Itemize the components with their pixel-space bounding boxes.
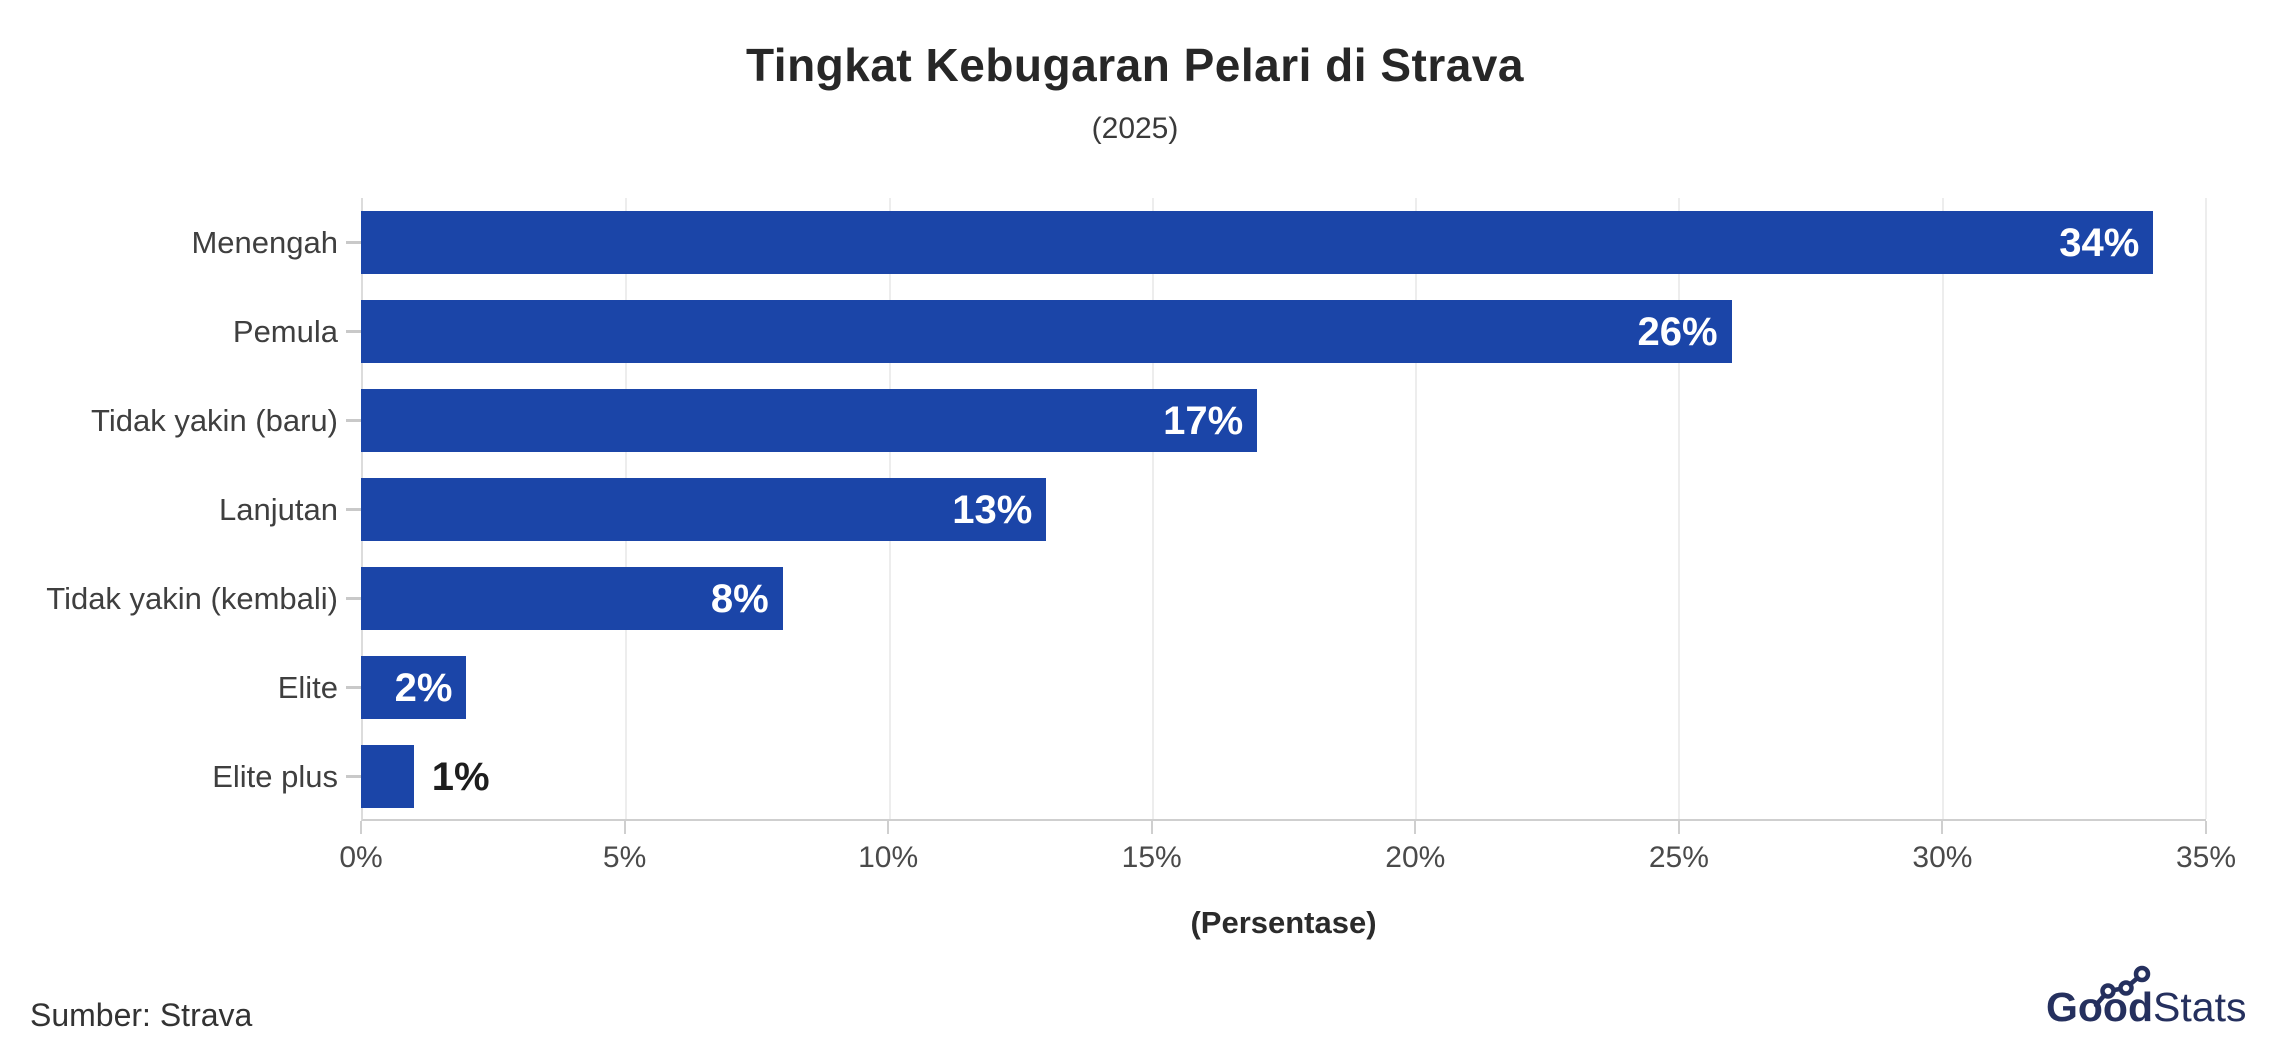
value-label-inside: 26% — [1637, 309, 1718, 354]
chart-subtitle: (2025) — [1091, 112, 1179, 145]
x-tick-label: 25% — [1648, 841, 1709, 874]
bar-track: 1% — [361, 732, 2206, 821]
y-tick-mark — [346, 419, 361, 422]
category-label: Elite plus — [212, 758, 338, 794]
x-tick-label: 35% — [2175, 841, 2237, 874]
bar: 17% — [361, 389, 1258, 452]
x-tick-label: 30% — [1912, 841, 1973, 874]
brand-bold-text: Good — [2046, 984, 2153, 1030]
category-label: Tidak yakin (kembali) — [46, 580, 338, 616]
x-tick-label: 10% — [858, 841, 919, 874]
gridline — [1678, 198, 1681, 819]
bar-track: 13% — [361, 465, 2206, 554]
bar-row: Menengah 34% — [0, 198, 2206, 287]
goodstats-logo: GoodStats — [2044, 961, 2250, 1038]
category-label: Pemula — [232, 313, 338, 349]
bar: 13% — [361, 478, 1047, 541]
bar-row: Elite 2% — [0, 643, 2206, 732]
bar-track: 34% — [361, 198, 2206, 287]
source-note: Sumber: Strava — [30, 997, 253, 1033]
goodstats-logo-svg: GoodStats — [2046, 965, 2246, 1030]
bar-track: 17% — [361, 376, 2206, 465]
bar-track: 2% — [361, 643, 2206, 732]
x-tick-mark — [1150, 821, 1153, 834]
bar-row: Pemula 26% — [0, 287, 2206, 376]
category-label: Elite — [277, 669, 338, 705]
x-tick-mark — [1941, 821, 1944, 834]
x-tick-label: 15% — [1121, 841, 1182, 874]
bar-track: 8% — [361, 554, 2206, 643]
value-label-inside: 2% — [394, 665, 453, 710]
gridline — [1941, 198, 1944, 819]
x-axis-label: (Persentase) — [1190, 905, 1377, 940]
brand-light-text: Stats — [2153, 984, 2246, 1030]
x-tick-mark — [1414, 821, 1417, 834]
bar-track: 26% — [361, 287, 2206, 376]
bar-row: Lanjutan 13% — [0, 465, 2206, 554]
category-label: Lanjutan — [219, 491, 338, 527]
x-tick-mark — [623, 821, 626, 834]
category-label: Menengah — [191, 224, 338, 260]
bar — [361, 745, 414, 808]
bar: 34% — [361, 211, 2154, 274]
bar-row: Tidak yakin (kembali) 8% — [0, 554, 2206, 643]
category-label: Tidak yakin (baru) — [91, 402, 338, 438]
trend-line-icon — [2093, 965, 2151, 1008]
y-tick-mark — [346, 508, 361, 511]
chart-title: Tingkat Kebugaran Pelari di Strava — [746, 39, 1524, 91]
y-tick-mark — [346, 330, 361, 333]
value-label-inside: 17% — [1163, 398, 1244, 443]
x-tick-mark — [887, 821, 890, 834]
gridline — [1415, 198, 1418, 819]
x-tick-mark — [360, 821, 362, 834]
svg-text:GoodStats: GoodStats — [2046, 984, 2246, 1030]
y-tick-mark — [346, 775, 361, 778]
value-label-inside: 8% — [710, 576, 769, 621]
bar: 26% — [361, 300, 1732, 363]
y-tick-mark — [346, 686, 361, 689]
x-tick-mark — [1677, 821, 1680, 834]
chart-header: Tingkat Kebugaran Pelari di Strava (2025… — [0, 0, 2270, 146]
gridline — [1151, 198, 1154, 819]
x-tick-label: 20% — [1385, 841, 1446, 874]
x-axis: 0% 5% 10% 15% 20% 25% 30% 35% — [339, 821, 2236, 893]
bar: 8% — [361, 567, 783, 630]
bar-chart: Menengah 34% Pemula 26% Tidak yakin (bar… — [0, 198, 2270, 941]
bar: 2% — [361, 656, 467, 719]
value-label-inside: 13% — [952, 487, 1033, 532]
y-tick-mark — [346, 241, 361, 244]
bar-row: Tidak yakin (baru) 17% — [0, 376, 2206, 465]
x-tick-label: 0% — [339, 841, 383, 874]
bar-row: Elite plus 1% — [0, 732, 2206, 821]
value-label-outside: 1% — [431, 754, 490, 799]
gridline — [2205, 198, 2207, 819]
x-tick-label: 5% — [602, 841, 647, 874]
y-tick-mark — [346, 597, 361, 600]
x-tick-mark — [2205, 821, 2207, 834]
bar-rows: Menengah 34% Pemula 26% Tidak yakin (bar… — [0, 198, 2206, 821]
value-label-inside: 34% — [2059, 220, 2140, 265]
plot-area: Menengah 34% Pemula 26% Tidak yakin (bar… — [0, 198, 2207, 821]
